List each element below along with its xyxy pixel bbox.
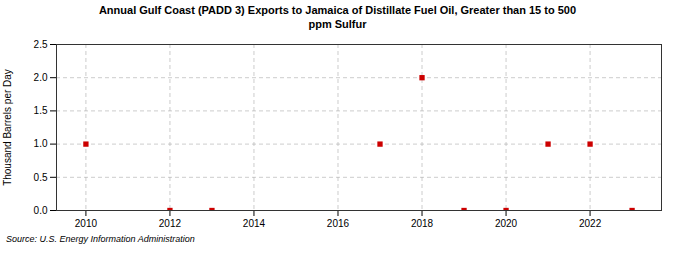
html-text:Annual Gulf Coast (PADD 3) Exp: Annual Gulf Coast (PADD 3) Exports to Ja… [98, 4, 577, 31]
svg-text:2014: 2014 [243, 217, 266, 228]
svg-text:2010: 2010 [75, 217, 98, 228]
svg-text:2016: 2016 [327, 217, 350, 228]
svg-text:0.5: 0.5 [34, 171, 48, 182]
svg-text:Thousand Barrels per Day: Thousand Barrels per Day [2, 69, 13, 186]
html-text:Source: U.S. Energy Informatio: Source: U.S. Energy Information Administ… [6, 233, 195, 244]
svg-text:1.0: 1.0 [34, 138, 48, 149]
svg-text:2018: 2018 [411, 217, 434, 228]
svg-text:1.5: 1.5 [34, 105, 48, 116]
svg-text:0.0: 0.0 [34, 204, 48, 215]
svg-text:2020: 2020 [495, 217, 518, 228]
svg-text:2.0: 2.0 [34, 71, 48, 82]
svg-text:2.5: 2.5 [34, 38, 48, 49]
svg-text:2012: 2012 [159, 217, 182, 228]
svg-text:2022: 2022 [579, 217, 602, 228]
